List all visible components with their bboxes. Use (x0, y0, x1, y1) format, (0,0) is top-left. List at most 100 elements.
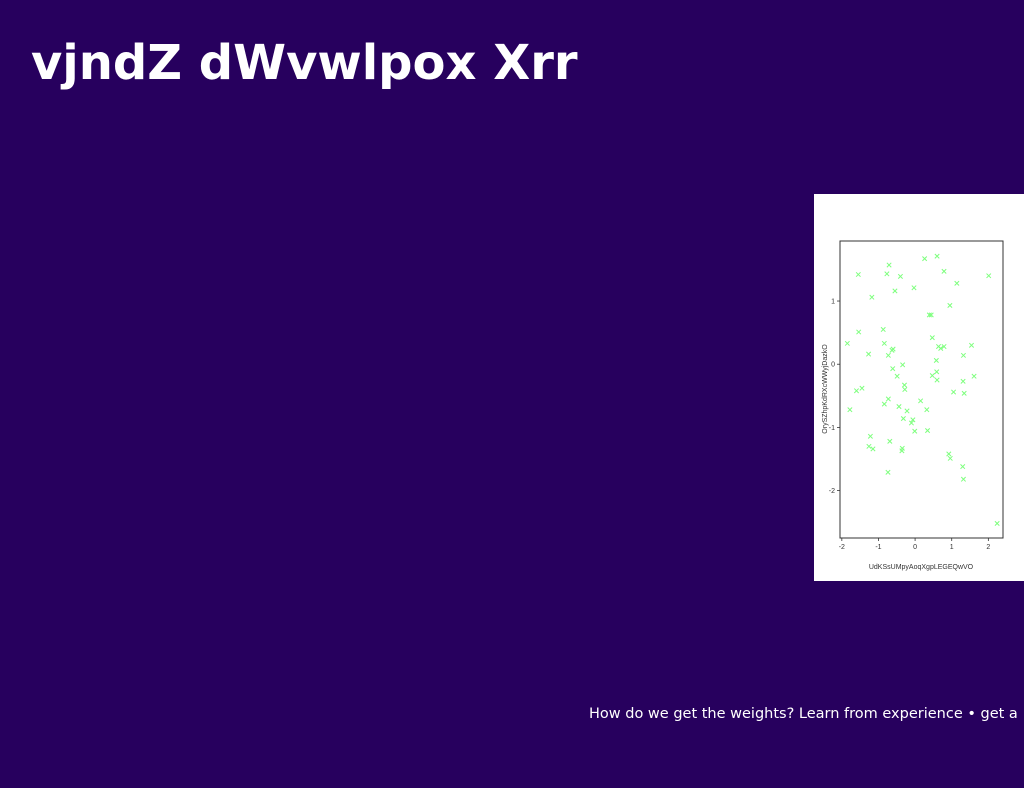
data-point-stroke (924, 428, 931, 434)
data-point (904, 408, 910, 414)
data-point-stroke (947, 455, 953, 461)
data-point (912, 428, 918, 434)
data-point-stroke (968, 342, 975, 348)
y-axis: 1 0 -1 -2 (829, 299, 840, 495)
data-point-stroke (928, 312, 934, 318)
data-point (856, 329, 862, 335)
data-point (986, 273, 992, 279)
data-point (933, 357, 939, 363)
data-point (894, 373, 900, 379)
data-point-stroke (934, 377, 940, 383)
slide-title: vjndZ dWvwlpox Xrr (31, 35, 578, 91)
data-point-stroke (867, 433, 873, 439)
data-point (866, 443, 872, 449)
x-tick-label: 1 (950, 544, 954, 551)
data-point (902, 386, 908, 393)
data-point (885, 469, 891, 475)
data-point (947, 302, 953, 309)
data-point (867, 433, 873, 439)
data-point (881, 340, 887, 346)
data-point (926, 312, 932, 318)
data-point (960, 352, 966, 358)
data-point (960, 464, 966, 470)
data-point-stroke (880, 326, 886, 333)
data-point (994, 520, 1000, 527)
data-point-stroke (947, 302, 953, 309)
data-point-stroke (933, 357, 939, 363)
data-point-stroke (853, 388, 860, 394)
data-point-stroke (941, 268, 947, 274)
data-point (911, 285, 917, 291)
data-point (928, 312, 934, 318)
data-point (900, 362, 906, 368)
data-point (870, 446, 876, 452)
data-point (922, 256, 928, 262)
data-point (881, 401, 887, 407)
data-point (886, 262, 892, 268)
data-point-stroke (954, 280, 960, 286)
data-point (853, 388, 860, 394)
scatter-plot: -2 -1 0 1 2 1 0 -1 -2 UdKSsUMpyAoqXgpLEGEQwVO O… (822, 240, 1004, 571)
data-point-stroke (866, 443, 872, 449)
data-point (880, 326, 886, 333)
data-point (960, 378, 966, 384)
data-point (885, 352, 891, 358)
data-point-stroke (946, 451, 952, 457)
data-point-stroke (847, 407, 853, 413)
data-point (934, 253, 940, 259)
plot-frame (839, 240, 1004, 539)
data-point-stroke (960, 464, 966, 470)
data-point-stroke (899, 445, 905, 451)
data-point-stroke (924, 407, 930, 413)
data-point (899, 445, 905, 451)
x-axis: -2 -1 0 1 2 (839, 538, 990, 551)
data-point (968, 342, 975, 348)
data-point (918, 398, 924, 404)
data-point (855, 271, 861, 278)
data-point-stroke (908, 420, 914, 426)
data-point-stroke (960, 352, 966, 358)
data-point-stroke (892, 288, 898, 294)
x-tick-label: 2 (986, 544, 990, 551)
data-point-stroke (934, 253, 940, 259)
data-point (890, 366, 896, 372)
data-point-stroke (887, 438, 893, 444)
data-point-stroke (910, 417, 916, 423)
data-point (847, 407, 853, 413)
data-point-stroke (918, 398, 924, 404)
data-point-stroke (900, 362, 906, 368)
data-point-stroke (869, 294, 875, 300)
data-point (844, 340, 850, 346)
data-point-stroke (870, 446, 876, 452)
data-point-stroke (856, 329, 862, 335)
data-point-stroke (894, 373, 900, 379)
data-point-stroke (902, 386, 908, 393)
data-point-stroke (960, 378, 966, 384)
data-point-stroke (855, 271, 861, 278)
data-point (934, 377, 940, 383)
data-point-stroke (885, 396, 891, 402)
data-point-stroke (884, 271, 890, 277)
data-point-stroke (890, 346, 896, 352)
y-axis-label: OrySZhpKdRXcWWyjDazkO (822, 344, 829, 434)
data-point-stroke (911, 285, 917, 291)
x-tick-label: 0 (913, 544, 917, 551)
data-point-stroke (881, 401, 887, 407)
slide-caption: How do we get the weights? Learn from ex… (589, 706, 1018, 722)
data-point-stroke (885, 469, 891, 475)
data-point-stroke (986, 273, 992, 279)
data-point (896, 404, 902, 410)
data-point (897, 273, 903, 279)
data-point-stroke (901, 382, 908, 388)
data-point-stroke (929, 373, 935, 379)
data-point (929, 373, 935, 379)
data-point (934, 369, 940, 375)
data-point-stroke (890, 366, 896, 372)
data-point-stroke (994, 520, 1000, 527)
data-point (910, 417, 916, 423)
data-point-stroke (896, 404, 902, 410)
data-point-stroke (961, 390, 967, 396)
y-tick-label: -1 (829, 425, 835, 432)
data-point (892, 288, 898, 294)
